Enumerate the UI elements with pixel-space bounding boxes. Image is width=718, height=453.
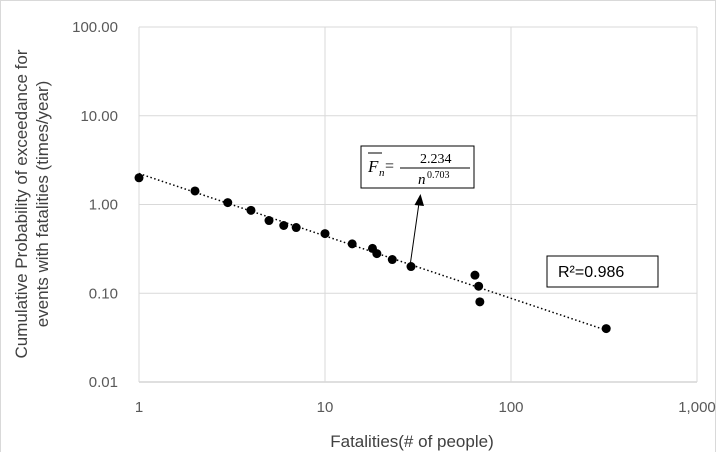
y-tick-label: 1.00: [89, 197, 118, 214]
r-squared-box: [546, 255, 659, 288]
x-tick-label: 1: [135, 399, 143, 416]
x-tick-label: 10: [317, 399, 334, 416]
data-point: [190, 186, 200, 196]
data-points: [134, 173, 611, 334]
grid-lines: [138, 26, 698, 383]
y-tick-label: 10.00: [80, 108, 118, 125]
data-point: [246, 205, 256, 215]
y-axis-title-line1: Cumulative Probability of exceedance for: [12, 49, 31, 358]
annotation-arrowhead: [414, 194, 424, 206]
trendline: [138, 172, 609, 332]
data-point: [291, 223, 301, 233]
equation-lhs-sub: n: [379, 167, 385, 179]
data-point: [474, 281, 484, 291]
data-point: [223, 198, 233, 208]
y-tick-label: 0.01: [89, 374, 118, 391]
data-point: [601, 324, 611, 334]
r-squared-label: R²=0.986: [558, 264, 624, 281]
equation-lhs: F: [367, 157, 379, 176]
x-axis-title: Fatalities(# of people): [330, 432, 493, 451]
x-tick-label: 1,000: [678, 399, 716, 416]
x-tick-label: 100: [498, 399, 523, 416]
equation-annotation: F n = 2.234 n 0.703: [360, 145, 475, 189]
data-point: [347, 239, 357, 249]
equation-denominator-base: n: [418, 172, 426, 188]
data-point: [387, 255, 397, 265]
y-axis-title-line2: events with fatalities (times/year): [33, 81, 52, 328]
y-tick-label: 100.00: [72, 19, 118, 36]
data-point: [475, 297, 485, 307]
data-point: [279, 220, 289, 230]
data-point: [264, 216, 274, 226]
data-point: [320, 229, 330, 239]
equation-numerator: 2.234: [420, 152, 452, 167]
data-point: [134, 173, 144, 183]
y-tick-label: 0.10: [89, 285, 118, 302]
data-point: [470, 270, 480, 280]
tick-labels: 100.00 10.00 1.00 0.10 0.01 1 10 100 1,000: [72, 19, 716, 416]
data-point: [406, 262, 416, 272]
annotation-arrow: [409, 202, 420, 267]
equation-denominator-exp: 0.703: [427, 170, 450, 181]
equation-equals: =: [385, 158, 394, 175]
data-point: [372, 249, 382, 259]
